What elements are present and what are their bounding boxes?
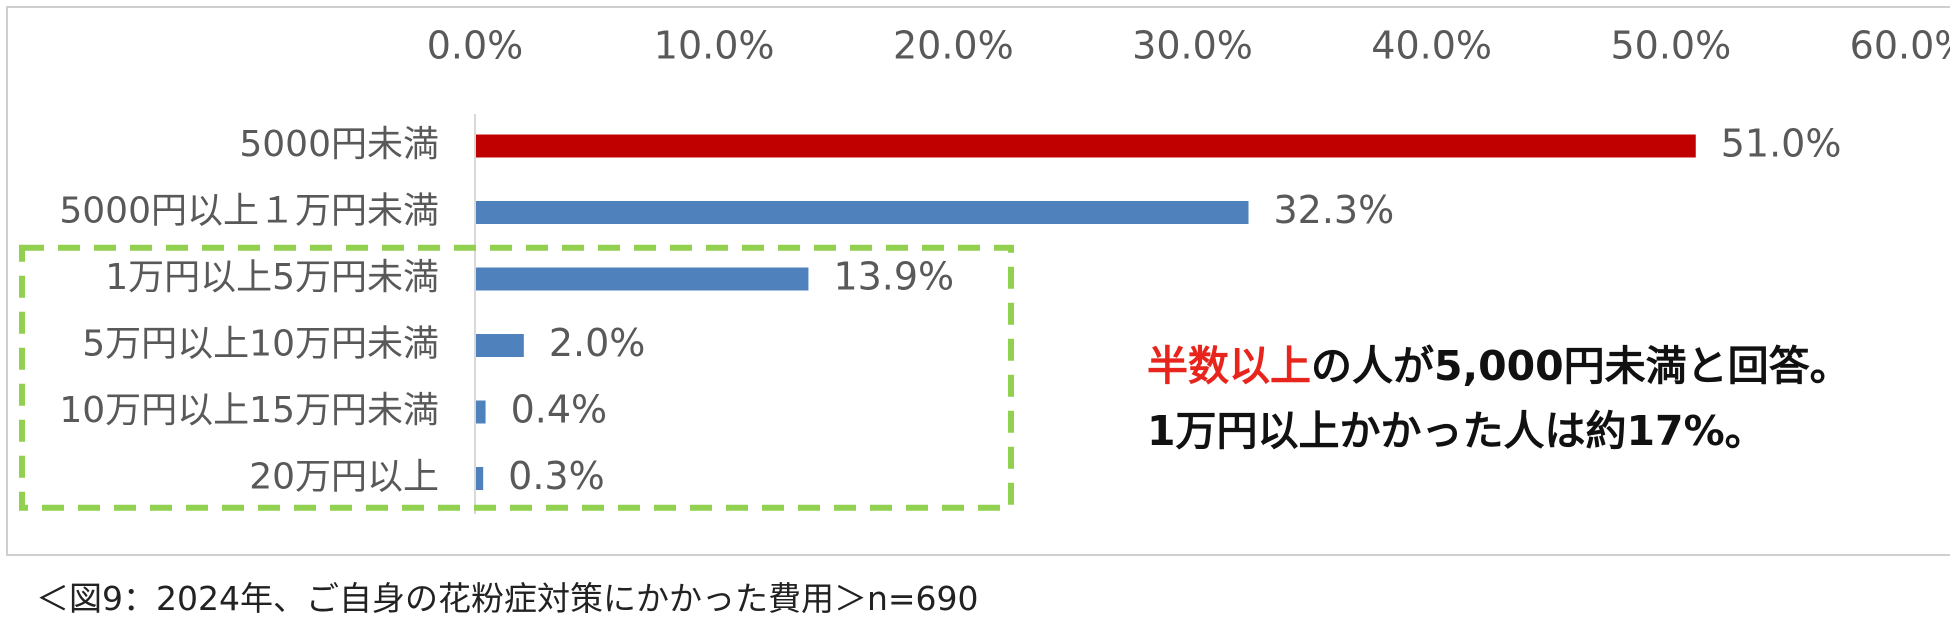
annotation-line-1-rest: の人が5,000円未満と回答。 xyxy=(1311,342,1851,390)
category-label: 10万円以上15万円未満 xyxy=(59,390,439,431)
bar xyxy=(476,201,1249,224)
annotation-line-2: 1万円以上かかった人は約17%。 xyxy=(1147,407,1766,455)
data-label: 2.0% xyxy=(549,321,646,365)
bar xyxy=(476,334,524,357)
category-label: 5000円未満 xyxy=(239,124,439,165)
category-label: 5000円以上１万円未満 xyxy=(59,191,439,232)
category-label: 5万円以上10万円未満 xyxy=(82,324,439,365)
annotation-line-1: 半数以上の人が5,000円未満と回答。 xyxy=(1147,346,1851,387)
annotation-highlight: 半数以上 xyxy=(1147,342,1311,390)
data-label: 0.4% xyxy=(511,388,608,432)
data-label: 13.9% xyxy=(833,255,954,299)
data-label: 51.0% xyxy=(1721,122,1842,166)
highlight-dashed-box xyxy=(19,244,1014,511)
x-tick-label: 60.0% xyxy=(1850,24,1950,68)
data-label: 32.3% xyxy=(1274,188,1395,232)
chart-frame: 0.0% 10.0% 20.0% 30.0% 40.0% 50.0% 60.0% 5000円未… xyxy=(6,6,1950,556)
category-label: 20万円以上 xyxy=(249,457,439,498)
bar xyxy=(476,467,484,490)
bar xyxy=(476,400,486,424)
bar-chart: 0.0% 10.0% 20.0% 30.0% 40.0% 50.0% 60.0% 5000円未… xyxy=(19,24,1950,514)
x-tick-label: 20.0% xyxy=(893,24,1014,68)
figure-caption: ＜図9：2024年、ご自身の花粉症対策にかかった費用＞n=690 xyxy=(36,579,979,618)
data-label: 0.3% xyxy=(508,454,605,498)
bar xyxy=(476,267,809,291)
bar xyxy=(476,134,1696,158)
x-tick-label: 50.0% xyxy=(1610,24,1731,68)
x-tick-label: 10.0% xyxy=(654,24,775,68)
x-tick-label: 0.0% xyxy=(427,24,524,68)
category-label: 1万円以上5万円未満 xyxy=(105,257,439,298)
x-tick-label: 30.0% xyxy=(1132,24,1253,68)
x-tick-label: 40.0% xyxy=(1371,24,1492,68)
